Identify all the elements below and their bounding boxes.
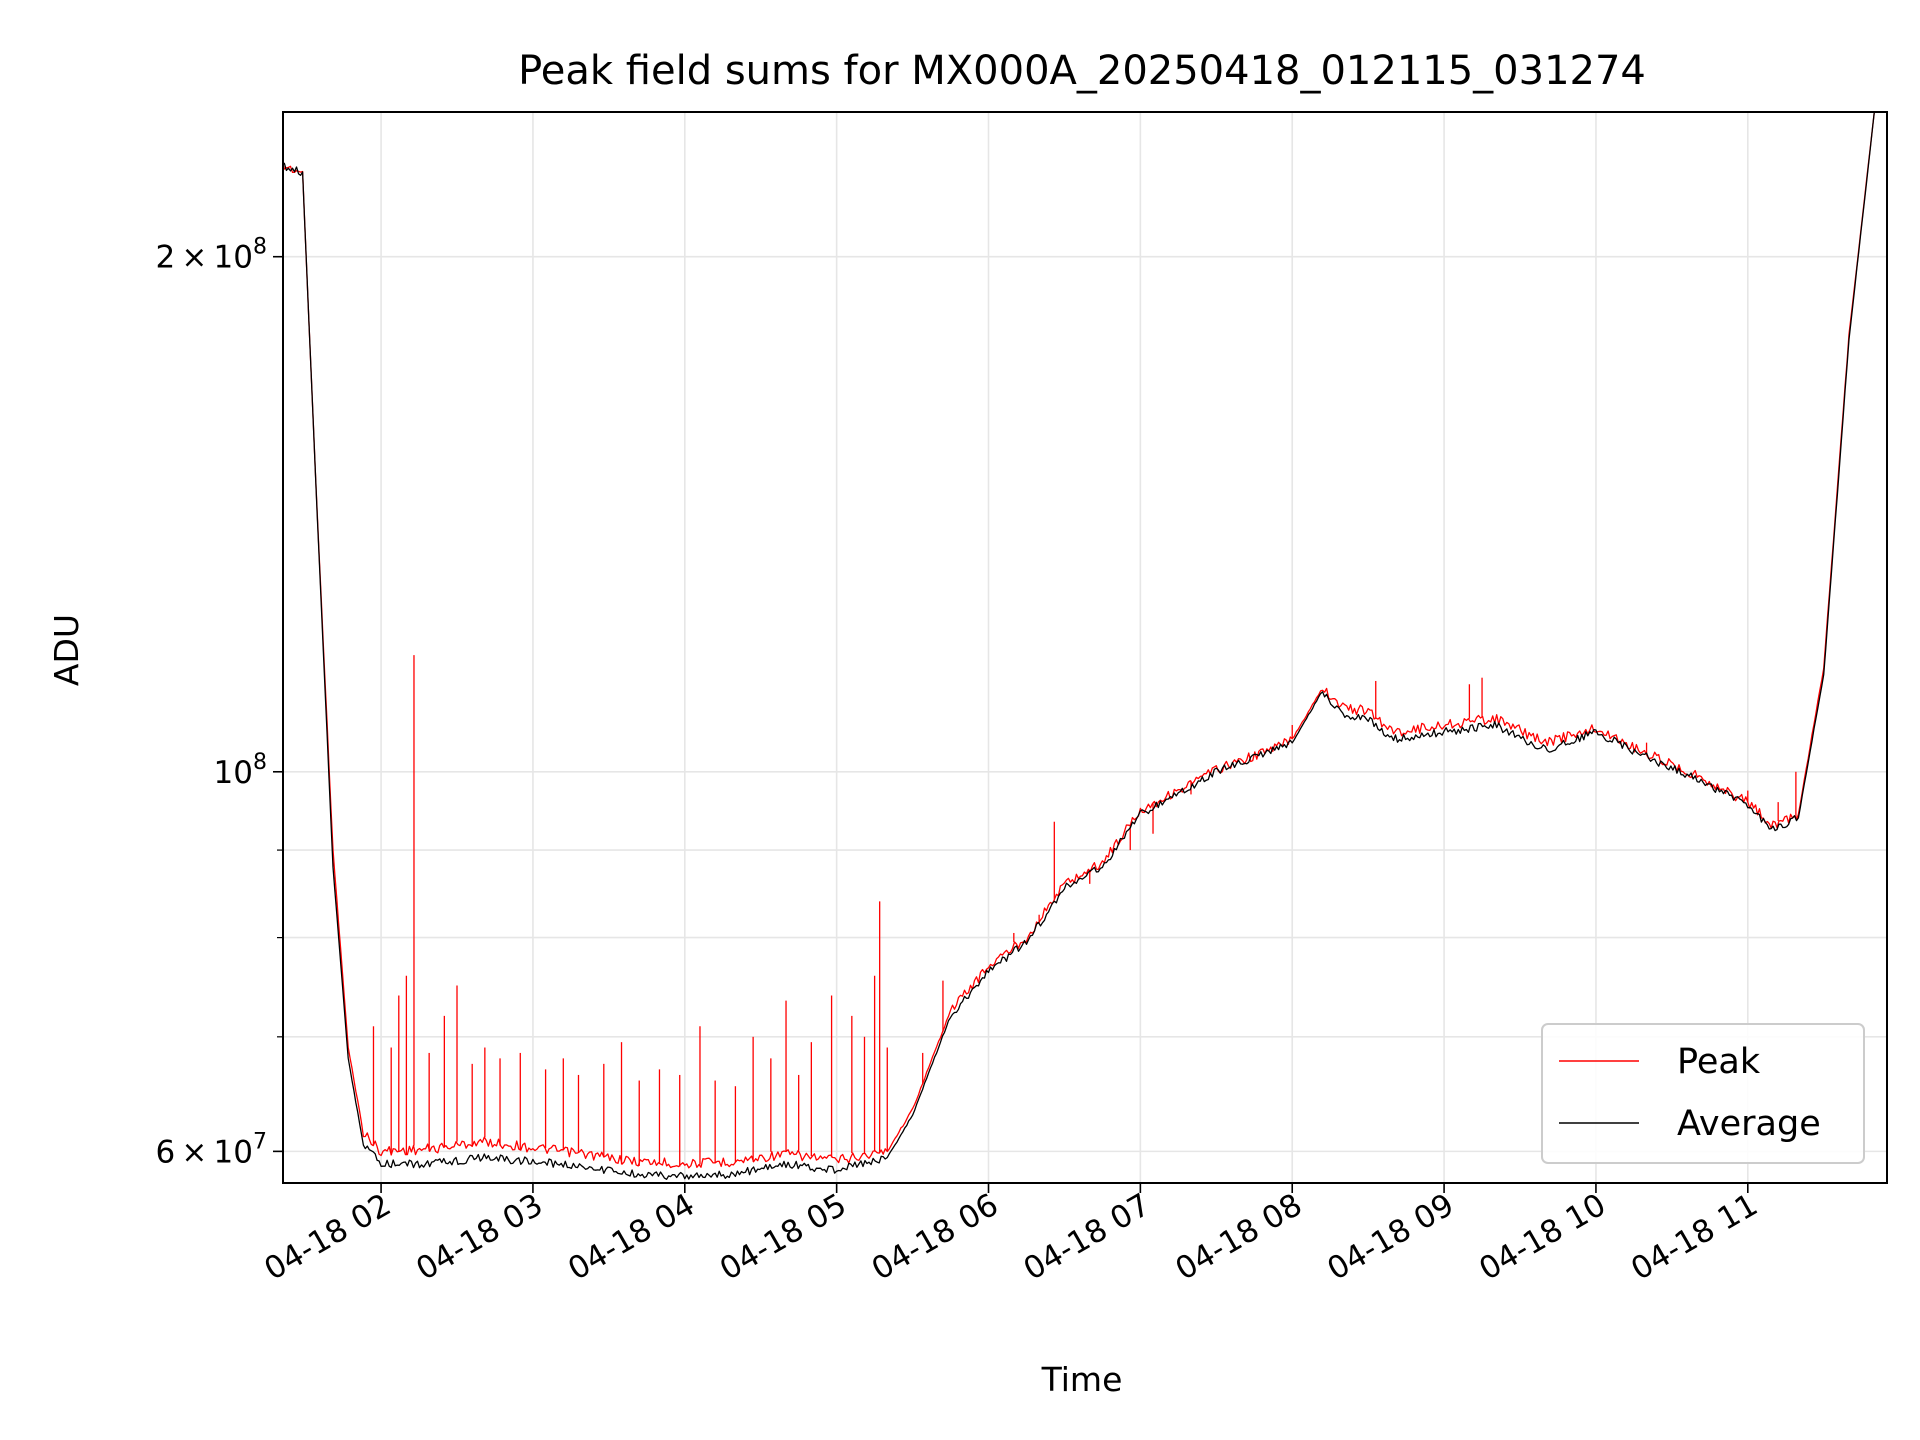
legend-label-average: Average — [1677, 1104, 1821, 1144]
y-axis-label: ADU — [47, 614, 86, 686]
x-axis-label: Time — [1041, 1360, 1123, 1399]
legend-label-peak: Peak — [1677, 1042, 1761, 1082]
y-tick-label: 108 — [214, 750, 267, 791]
chart-title: Peak field sums for MX000A_20250418_0121… — [518, 48, 1646, 94]
series-group — [283, 112, 1875, 1180]
y-tick-label: 6 × 107 — [155, 1129, 267, 1170]
series-line-peak — [283, 112, 1875, 1169]
plot-series — [283, 112, 1875, 1180]
plot-frame — [282, 111, 1888, 1184]
y-axis: 6 × 107 108 2 × 108 — [155, 235, 283, 1170]
y-tick-label: 2 × 108 — [155, 235, 267, 276]
legend: Peak Average — [1541, 1023, 1865, 1164]
legend-box — [1541, 1023, 1865, 1164]
series-line-average — [283, 112, 1875, 1180]
